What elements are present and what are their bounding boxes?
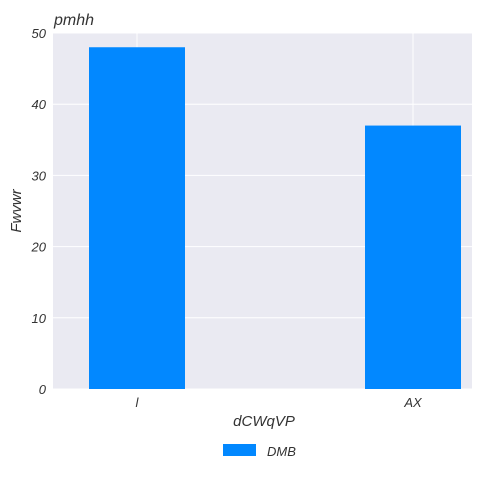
x-axis-label: dCWqVP <box>233 413 295 430</box>
y-tick-label: 40 <box>32 97 47 112</box>
legend: DMB <box>223 444 296 459</box>
x-tick-label: l <box>136 395 140 410</box>
y-axis-label: Fwvwr <box>8 188 25 232</box>
y-tick-label: 50 <box>32 26 47 41</box>
y-tick-label: 0 <box>39 382 47 397</box>
chart-title: pmhh <box>53 12 94 29</box>
y-tick-label: 20 <box>31 240 47 255</box>
y-tick-label: 30 <box>32 168 47 183</box>
bar-l <box>89 47 185 389</box>
legend-swatch <box>223 444 256 456</box>
bar-ax <box>365 126 461 389</box>
x-tick-label: AX <box>403 395 423 410</box>
y-tick-labels: 0 10 20 30 40 50 <box>31 26 47 397</box>
y-tick-label: 10 <box>32 311 47 326</box>
legend-label: DMB <box>267 444 296 459</box>
x-tick-labels: l AX <box>136 395 423 410</box>
